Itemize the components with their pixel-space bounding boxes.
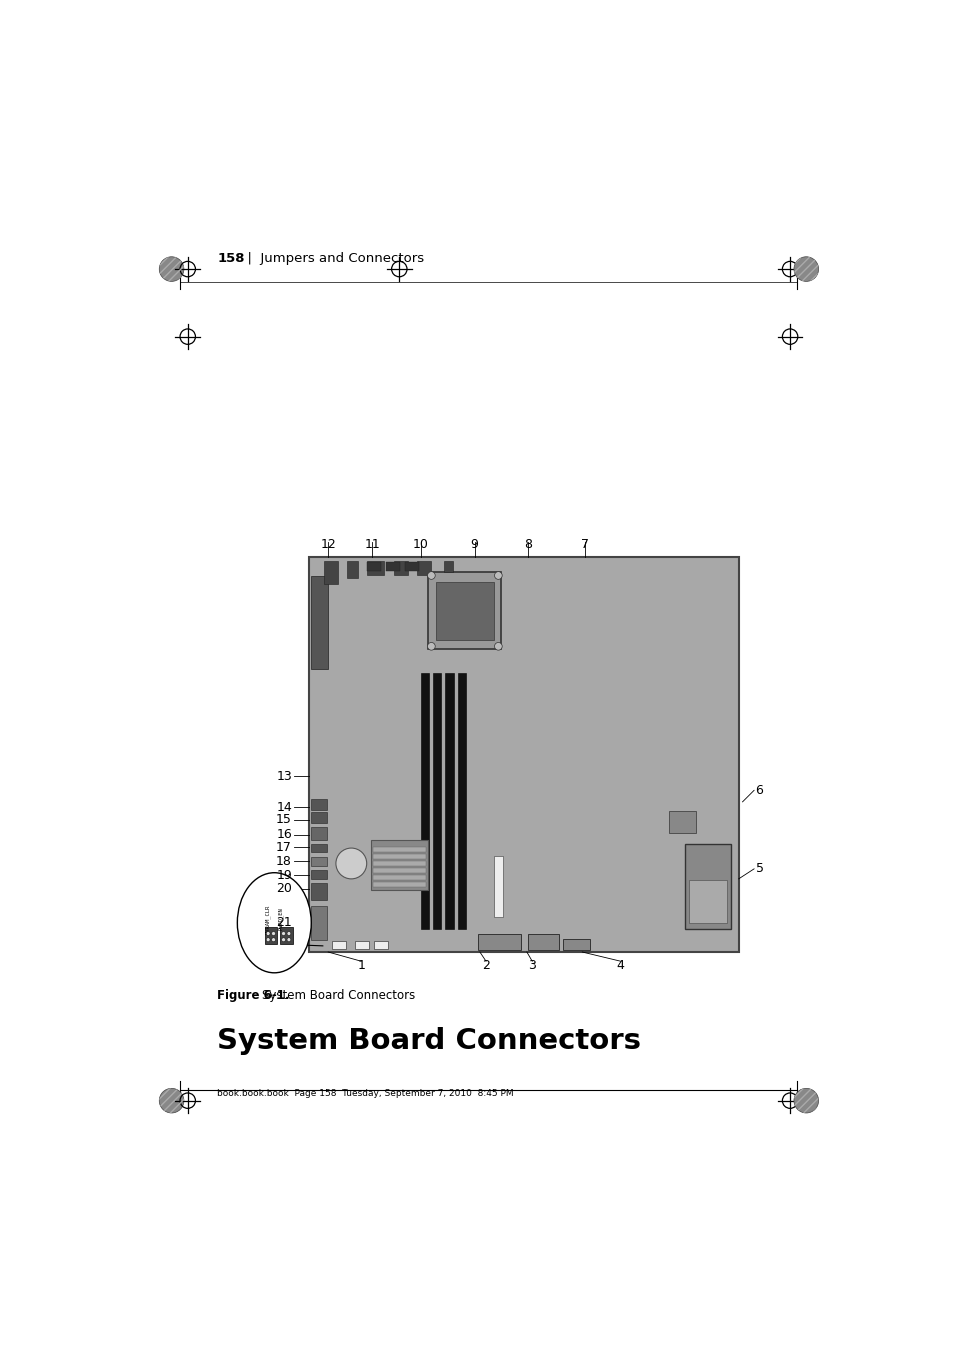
Text: NVRAM_CLR: NVRAM_CLR xyxy=(265,904,271,934)
Text: 5: 5 xyxy=(755,863,762,875)
Circle shape xyxy=(287,938,291,942)
Circle shape xyxy=(281,938,285,942)
Bar xyxy=(688,880,726,923)
Bar xyxy=(309,558,738,952)
Text: 4: 4 xyxy=(617,960,624,972)
Bar xyxy=(405,562,418,571)
Bar xyxy=(373,875,426,880)
Bar xyxy=(311,883,326,899)
Bar xyxy=(457,672,466,929)
Bar xyxy=(669,811,696,833)
Bar xyxy=(494,856,502,918)
Bar xyxy=(373,882,426,887)
Bar xyxy=(366,560,383,575)
Bar xyxy=(280,927,293,944)
Circle shape xyxy=(272,938,275,942)
Bar xyxy=(477,934,520,949)
Text: 7: 7 xyxy=(580,537,588,551)
Bar xyxy=(370,840,428,891)
Bar xyxy=(332,941,346,949)
Bar xyxy=(445,672,454,929)
Bar xyxy=(684,844,730,929)
Circle shape xyxy=(159,1088,184,1112)
Bar xyxy=(311,844,326,852)
Ellipse shape xyxy=(237,872,311,973)
Circle shape xyxy=(266,931,270,936)
Text: |  Jumpers and Connectors: | Jumpers and Connectors xyxy=(238,252,423,265)
Bar xyxy=(373,868,426,872)
Text: System Board Connectors: System Board Connectors xyxy=(261,990,415,1003)
Bar xyxy=(386,562,399,571)
Text: 11: 11 xyxy=(364,537,379,551)
Circle shape xyxy=(287,931,291,936)
Bar xyxy=(311,799,326,810)
Text: 1: 1 xyxy=(357,960,365,972)
Text: 20: 20 xyxy=(275,883,292,895)
Text: System Board Connectors: System Board Connectors xyxy=(217,1027,640,1054)
Bar xyxy=(355,941,369,949)
Bar xyxy=(433,672,441,929)
Bar xyxy=(562,940,589,949)
Text: 13: 13 xyxy=(276,769,292,783)
Bar xyxy=(311,811,326,822)
Bar xyxy=(528,934,558,949)
Bar xyxy=(373,855,426,859)
Text: book.book.book  Page 158  Tuesday, September 7, 2010  8:45 PM: book.book.book Page 158 Tuesday, Septemb… xyxy=(217,1089,514,1098)
Text: Figure 6-1.: Figure 6-1. xyxy=(217,990,290,1003)
Text: 3: 3 xyxy=(528,960,536,972)
Bar xyxy=(443,560,453,572)
Circle shape xyxy=(335,848,366,879)
Text: 2: 2 xyxy=(481,960,490,972)
Circle shape xyxy=(494,643,501,651)
Text: 16: 16 xyxy=(276,829,292,841)
Bar xyxy=(416,560,430,575)
Bar xyxy=(347,560,358,578)
Circle shape xyxy=(427,643,435,651)
Circle shape xyxy=(793,256,818,281)
Bar xyxy=(373,848,426,852)
Bar xyxy=(373,861,426,865)
Text: 14: 14 xyxy=(276,801,292,814)
Bar xyxy=(311,576,328,668)
Bar xyxy=(265,927,277,944)
Bar xyxy=(311,906,326,941)
Text: 12: 12 xyxy=(320,537,335,551)
Bar xyxy=(324,560,338,585)
Text: 158: 158 xyxy=(217,252,244,265)
Text: PWRD_EN: PWRD_EN xyxy=(277,907,283,930)
Circle shape xyxy=(427,571,435,579)
Text: 18: 18 xyxy=(275,855,292,868)
Text: 6: 6 xyxy=(755,784,762,796)
Bar xyxy=(311,826,326,840)
Circle shape xyxy=(159,256,184,281)
Text: 15: 15 xyxy=(275,813,292,826)
Circle shape xyxy=(793,1088,818,1112)
Bar xyxy=(428,572,501,649)
Text: 17: 17 xyxy=(275,841,292,853)
Text: 10: 10 xyxy=(413,537,428,551)
Bar xyxy=(420,672,429,929)
Circle shape xyxy=(266,938,270,942)
Text: 9: 9 xyxy=(470,537,478,551)
Text: 8: 8 xyxy=(524,537,532,551)
Bar xyxy=(311,856,326,865)
Bar xyxy=(374,941,388,949)
Circle shape xyxy=(281,931,285,936)
Circle shape xyxy=(272,931,275,936)
Text: 21: 21 xyxy=(276,917,292,929)
Bar xyxy=(436,582,494,640)
Bar xyxy=(311,869,326,879)
Circle shape xyxy=(494,571,501,579)
Text: 19: 19 xyxy=(276,868,292,882)
Bar xyxy=(366,562,380,571)
Bar xyxy=(394,560,407,575)
